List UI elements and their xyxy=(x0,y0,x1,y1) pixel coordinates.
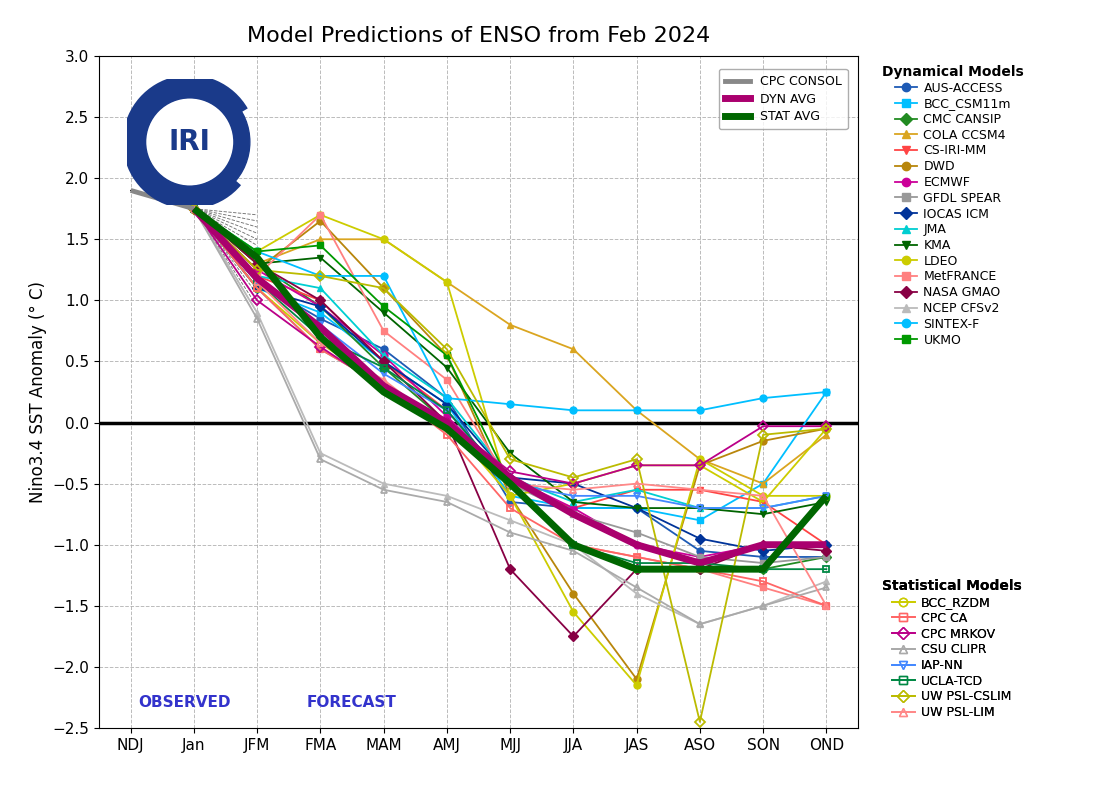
Circle shape xyxy=(130,82,250,202)
Text: OBSERVED: OBSERVED xyxy=(139,694,231,710)
Circle shape xyxy=(144,97,235,187)
Text: FORECAST: FORECAST xyxy=(307,694,397,710)
Legend: BCC_RZDM, CPC CA, CPC MRKOV, CSU CLIPR, IAP-NN, UCLA-TCD, UW PSL-CSLIM, UW PSL-L: BCC_RZDM, CPC CA, CPC MRKOV, CSU CLIPR, … xyxy=(879,577,1024,722)
Y-axis label: Nino3.4 SST Anomaly (° C): Nino3.4 SST Anomaly (° C) xyxy=(29,281,47,503)
Text: IRI: IRI xyxy=(168,128,211,156)
Title: Model Predictions of ENSO from Feb 2024: Model Predictions of ENSO from Feb 2024 xyxy=(246,26,711,46)
